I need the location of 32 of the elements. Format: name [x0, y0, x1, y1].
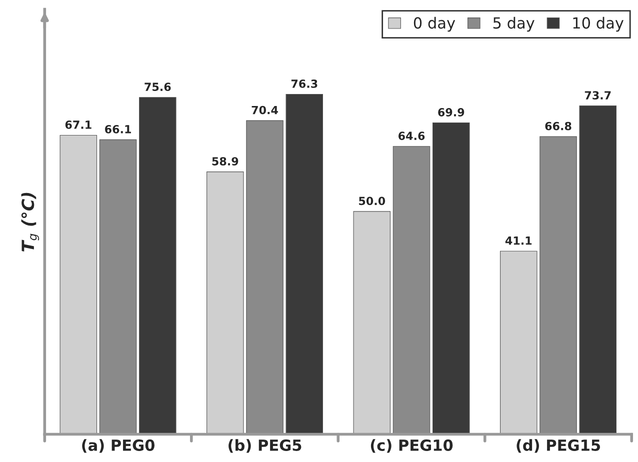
x-tick-label: (b) PEG5 — [228, 439, 302, 453]
bar — [353, 211, 391, 434]
x-tick-label: (a) PEG0 — [82, 439, 154, 453]
data-label: 70.4 — [252, 106, 278, 114]
bar — [206, 172, 244, 434]
legend-label: 5 day — [493, 16, 534, 32]
data-label: 58.9 — [212, 157, 238, 166]
data-label: 66.8 — [545, 122, 572, 130]
data-label: 75.6 — [144, 82, 171, 92]
data-label: 69.9 — [438, 108, 464, 116]
bar — [432, 122, 470, 434]
legend-label: 0 day — [414, 16, 456, 32]
bar — [500, 250, 538, 434]
data-label: 41.1 — [505, 236, 532, 245]
data-label: 64.6 — [398, 132, 425, 140]
x-tick-label: (c) PEG10 — [370, 439, 453, 453]
bar — [286, 94, 324, 434]
data-label: 76.3 — [291, 80, 318, 88]
legend-label: 10 day — [573, 16, 624, 32]
bar — [99, 139, 137, 434]
data-label: 73.7 — [584, 91, 611, 100]
data-label: 66.1 — [105, 124, 131, 134]
bar — [246, 120, 284, 434]
bar — [139, 97, 176, 434]
bar — [579, 106, 616, 434]
x-tick-label: (d) PEG15 — [516, 439, 600, 453]
data-label: 50.0 — [359, 196, 386, 206]
bar — [392, 146, 430, 434]
bar — [540, 136, 577, 434]
bar — [60, 134, 98, 434]
y-axis-title: T$_{g}$ (°C) — [21, 192, 40, 252]
data-label: 67.1 — [65, 120, 92, 129]
